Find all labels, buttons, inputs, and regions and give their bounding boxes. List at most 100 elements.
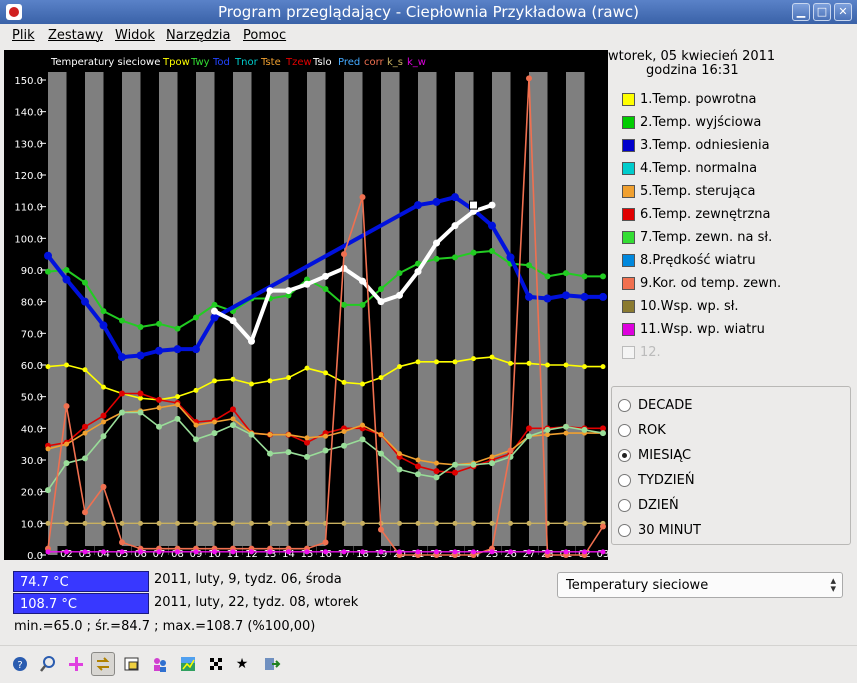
legend-checkbox[interactable] [622, 208, 635, 221]
radio-button[interactable] [618, 474, 631, 487]
data-point-k_w [415, 549, 421, 555]
export-icon[interactable] [260, 652, 284, 676]
maximize-button[interactable]: □ [813, 3, 831, 21]
legend-checkbox[interactable] [622, 93, 635, 106]
legend-checkbox[interactable] [622, 346, 635, 359]
data-point-corr [322, 539, 329, 546]
data-point-Tzew [100, 412, 107, 419]
toolbar: ? ★ [0, 645, 857, 683]
set-selector[interactable]: Temperatury sieciowe ▴ ▾ [557, 572, 843, 598]
data-point-Tslo [396, 291, 403, 299]
chart-icon[interactable] [176, 652, 200, 676]
data-point-k_s [101, 520, 106, 526]
star-icon[interactable]: ★ [235, 656, 249, 672]
data-point-Twy [156, 320, 162, 327]
legend-checkbox[interactable] [622, 231, 635, 244]
x-tick-label: 07 [153, 549, 166, 560]
current-time: godzina 16:31 [646, 63, 739, 78]
menu-plik[interactable]: Plik [12, 28, 35, 43]
window-title: Program przeglądający - Ciepłownia Przyk… [218, 3, 639, 21]
day-band [270, 72, 289, 555]
radio-button[interactable] [618, 499, 631, 512]
data-point-Tste [378, 432, 384, 438]
legend-checkbox[interactable] [622, 323, 635, 336]
data-point-Tnor [563, 423, 569, 430]
data-point-Tpow [230, 376, 236, 382]
radio-button[interactable] [618, 449, 631, 462]
menu-widok[interactable]: Widok [115, 28, 155, 43]
x-tick-label: 02 [60, 549, 73, 560]
temperature-chart[interactable]: 0.0 10.0 20.0 30.0 40.0 50.0 60.0 70.0 80.0 90.0 1… [4, 50, 608, 560]
menu-zestawy[interactable]: Zestawy [48, 28, 104, 43]
day-band [196, 72, 215, 555]
add-icon[interactable] [64, 652, 88, 676]
data-point-Tpow [138, 395, 143, 401]
close-button[interactable]: ✕ [834, 3, 852, 21]
menu-narzedzia[interactable]: Narzędzia [166, 28, 231, 43]
data-point-Tnor [581, 426, 588, 433]
data-point-k_w [119, 549, 125, 555]
legend-checkbox[interactable] [622, 277, 635, 290]
data-point-k_w [600, 549, 606, 555]
swap-icon[interactable] [91, 652, 115, 676]
x-tick-label: 12 [245, 549, 258, 560]
x-tick-label: 14 [282, 549, 295, 560]
legend-checkbox[interactable] [622, 162, 635, 175]
x-tick-label: 17 [338, 549, 351, 560]
data-point-Tod [543, 294, 552, 303]
data-point-Twy [82, 279, 88, 286]
data-point-k_w [545, 549, 550, 555]
data-point-k_w [508, 549, 513, 555]
legend-checkbox[interactable] [622, 139, 635, 152]
range-label: TYDZIEŃ [638, 473, 695, 488]
data-point-k_s [471, 520, 476, 526]
data-point-k_s [286, 520, 291, 526]
y-tick-label: 70.0 [21, 329, 43, 340]
legend-checkbox[interactable] [622, 116, 635, 129]
users-icon[interactable] [148, 652, 172, 676]
legend-code-Tslo: Tslo [312, 57, 332, 68]
data-point-corr [507, 447, 514, 454]
range-label: ROK [638, 423, 666, 438]
chart-canvas[interactable]: 0.0 10.0 20.0 30.0 40.0 50.0 60.0 70.0 80.0 90.0 1… [4, 50, 608, 560]
data-point-Tste [212, 419, 217, 425]
menu-bar: Plik Zestawy Widok Narzędzia Pomoc [0, 24, 857, 48]
zoom-icon[interactable] [36, 652, 60, 676]
app-icon [6, 4, 22, 20]
data-point-Tnor [470, 461, 477, 468]
data-point-k_s [230, 520, 236, 526]
data-point-k_s [267, 520, 273, 526]
radio-button[interactable] [618, 399, 631, 412]
data-point-Tpow [508, 360, 513, 366]
legend-code-k_w: k_w [407, 57, 426, 68]
day-band [381, 72, 400, 555]
x-tick-label: 15 [301, 549, 314, 560]
data-point-Tnor [322, 447, 329, 454]
legend-checkbox[interactable] [622, 300, 635, 313]
radio-button[interactable] [618, 424, 631, 437]
y-tick-label: 50.0 [21, 393, 43, 404]
radio-button[interactable] [618, 524, 631, 537]
legend-checkbox[interactable] [622, 254, 635, 267]
minimize-button[interactable]: ▁ [792, 3, 810, 21]
data-point-Tpow [397, 364, 402, 370]
data-point-Tpow [452, 359, 458, 365]
menu-pomoc[interactable]: Pomoc [243, 28, 287, 43]
data-point-k_s [304, 520, 310, 526]
data-point-Twy [600, 273, 606, 280]
data-point-Tnor [489, 460, 495, 467]
data-point-k_s [156, 520, 162, 526]
data-point-k_s [434, 520, 439, 526]
data-point-Twy [452, 254, 458, 261]
flag-icon[interactable] [204, 652, 228, 676]
data-point-k_w [489, 549, 495, 555]
data-point-corr [100, 483, 107, 490]
data-point-Twy [489, 248, 495, 254]
data-point-Tslo [285, 287, 292, 295]
window-icon[interactable] [120, 652, 144, 676]
legend-checkbox[interactable] [622, 185, 635, 198]
data-point-Twy [378, 286, 384, 292]
help-icon[interactable]: ? [8, 652, 32, 676]
data-point-k_w [471, 549, 476, 555]
data-point-Tslo [322, 272, 329, 280]
